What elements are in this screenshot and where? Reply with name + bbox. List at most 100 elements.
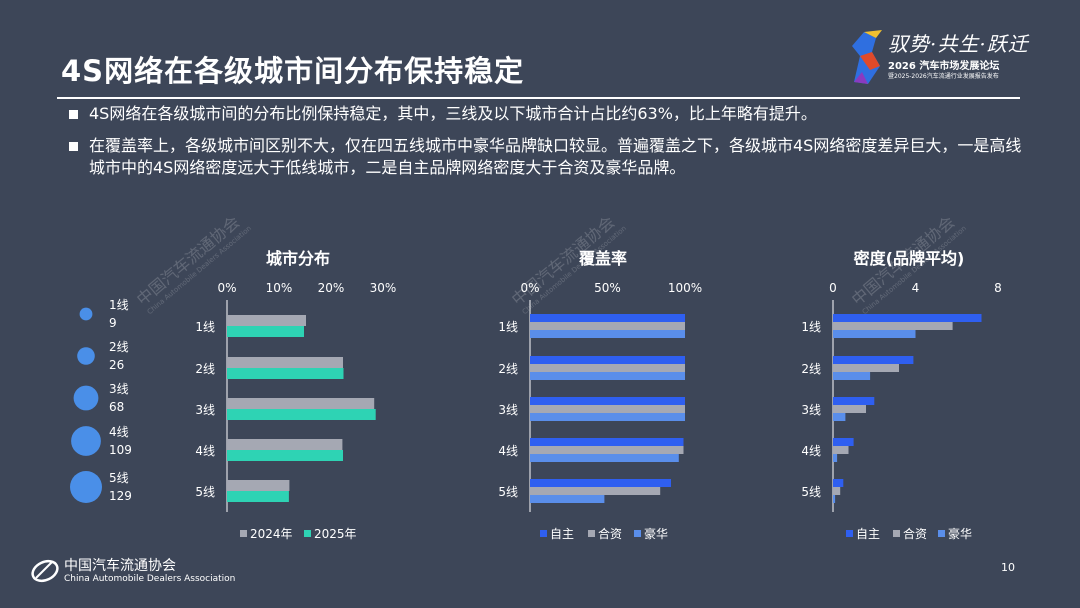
bar-mark (227, 357, 343, 368)
legend-swatch (893, 530, 900, 537)
forum-slogan: 驭势·共生·跃迁 (888, 32, 1029, 56)
legend-label: 2024年 (250, 527, 293, 541)
legend-label: 豪华 (948, 526, 972, 541)
footer-org-en: China Automobile Dealers Association (64, 574, 236, 584)
x-tick-label: 30% (370, 281, 397, 295)
chart-title: 城市分布 (266, 249, 330, 268)
bubble-mark (77, 347, 95, 365)
x-tick-label: 0 (829, 281, 837, 295)
bar-mark (227, 398, 375, 409)
bar-mark (833, 495, 836, 503)
bullet-square-icon (69, 110, 78, 119)
bar-mark (530, 479, 671, 487)
bullet-text: 4S网络在各级城市间的分布比例保持稳定，其中，三线及以下城市合计占比约63%，比… (89, 104, 817, 123)
bar-mark (833, 405, 866, 413)
bar-mark (227, 409, 376, 420)
bar-mark (833, 397, 875, 405)
bubble-value: 26 (109, 358, 124, 372)
page-title: 4S网络在各级城市间分布保持稳定 (61, 54, 525, 88)
bar-mark (530, 446, 684, 454)
bubble-label: 2线 (109, 340, 129, 354)
bar-mark (530, 487, 661, 495)
bubble-mark (70, 471, 102, 503)
bar-mark (227, 491, 289, 502)
y-category-label: 2线 (498, 362, 518, 376)
legend-swatch (634, 530, 641, 537)
bubble-value: 129 (109, 489, 132, 503)
legend-swatch (540, 530, 547, 537)
bullet-text: 在覆盖率上，各级城市间区别不大，仅在四五线城市中豪华品牌缺口较显。普遍覆盖之下，… (89, 136, 1022, 177)
bar-mark (227, 326, 304, 337)
y-category-label: 1线 (498, 320, 518, 334)
bullet-list: 4S网络在各级城市间的分布比例保持稳定，其中，三线及以下城市合计占比约63%，比… (68, 103, 1028, 189)
bullet-square-icon (69, 142, 78, 151)
bar-mark (227, 450, 343, 461)
bar-mark (530, 372, 685, 380)
bar-mark (530, 356, 685, 364)
bullet-item: 在覆盖率上，各级城市间区别不大，仅在四五线城市中豪华品牌缺口较显。普遍覆盖之下，… (68, 135, 1028, 179)
x-tick-label: 0% (520, 281, 539, 295)
horse-logo-icon (852, 30, 882, 84)
legend-label: 合资 (598, 526, 622, 541)
y-category-label: 5线 (195, 485, 215, 499)
chart-title: 覆盖率 (578, 249, 627, 268)
bar-mark (833, 413, 846, 421)
bar-mark (530, 314, 685, 322)
page-number: 10 (1001, 561, 1015, 574)
legend-swatch (938, 530, 945, 537)
bar-mark (833, 356, 914, 364)
x-tick-label: 20% (318, 281, 345, 295)
bar-mark (530, 405, 685, 413)
bar-mark (227, 480, 290, 491)
x-tick-label: 50% (594, 281, 621, 295)
legend-swatch (846, 530, 853, 537)
bar-mark (530, 322, 685, 330)
legend-swatch (240, 530, 247, 537)
bar-mark (833, 314, 982, 322)
footer-logo: 中国汽车流通协会 China Automobile Dealers Associ… (30, 552, 235, 592)
bar-mark (227, 439, 343, 450)
x-tick-label: 4 (912, 281, 920, 295)
chart-title: 密度(品牌平均) (853, 249, 965, 268)
x-tick-label: 8 (994, 281, 1002, 295)
x-tick-label: 0% (217, 281, 236, 295)
title-divider (57, 97, 1020, 99)
bubble-label: 4线 (109, 425, 129, 439)
legend-label: 2025年 (314, 527, 357, 541)
y-category-label: 3线 (498, 403, 518, 417)
bar-mark (833, 364, 899, 372)
bubble-value: 109 (109, 443, 132, 457)
bar-mark (833, 372, 871, 380)
footer-org-cn: 中国汽车流通协会 (64, 558, 176, 574)
legend-swatch (304, 530, 311, 537)
bar-mark (227, 368, 344, 379)
y-category-label: 5线 (801, 485, 821, 499)
forum-sub-line: 暨2025-2026汽车流通行业发展报告发布 (888, 73, 999, 80)
bar-mark (530, 413, 685, 421)
legend-label: 合资 (903, 526, 927, 541)
association-logo-icon (31, 559, 59, 583)
bar-mark (833, 454, 838, 462)
y-category-label: 3线 (801, 403, 821, 417)
legend-label: 自主 (856, 527, 880, 541)
bar-mark (530, 454, 679, 462)
bar-mark (833, 446, 849, 454)
bar-mark (833, 438, 854, 446)
y-category-label: 2线 (195, 362, 215, 376)
bubble-mark (71, 426, 101, 456)
legend-label: 豪华 (644, 526, 668, 541)
x-tick-label: 10% (266, 281, 293, 295)
y-category-label: 1线 (801, 320, 821, 334)
y-category-label: 3线 (195, 403, 215, 417)
bubble-value: 9 (109, 316, 117, 330)
y-category-label: 2线 (801, 362, 821, 376)
bar-mark (530, 397, 685, 405)
y-category-label: 1线 (195, 320, 215, 334)
y-category-label: 4线 (801, 444, 821, 458)
bubble-label: 3线 (109, 382, 129, 396)
bubble-mark (79, 307, 93, 321)
bar-mark (833, 330, 916, 338)
forum-logo: 驭势·共生·跃迁 2026 汽车市场发展论坛 暨2025-2026汽车流通行业发… (846, 24, 1029, 86)
legend-swatch (588, 530, 595, 537)
